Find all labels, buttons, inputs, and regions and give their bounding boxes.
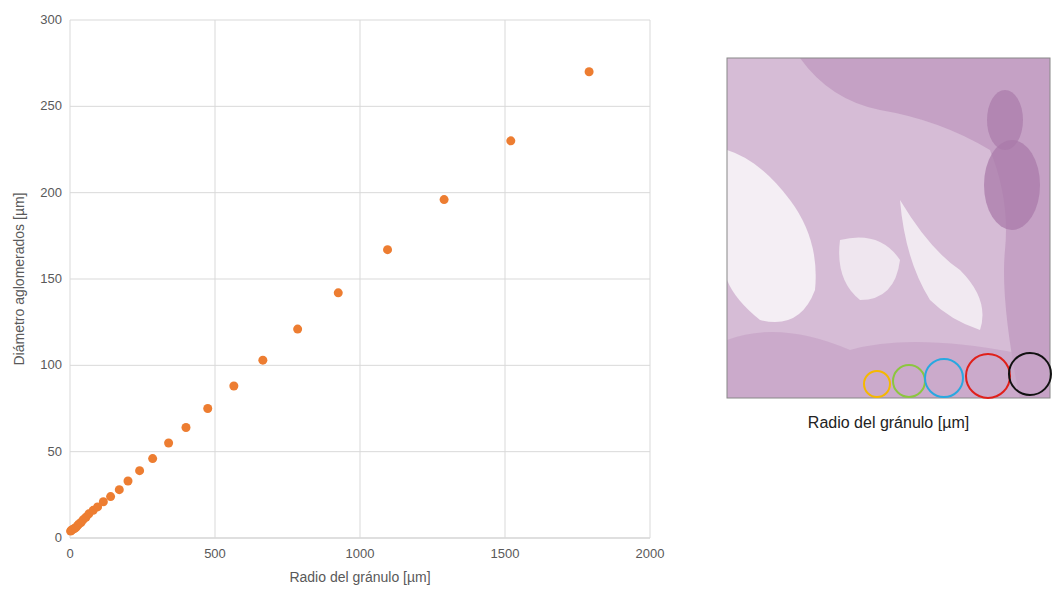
point — [506, 136, 515, 145]
y-tick-label: 200 — [40, 185, 62, 200]
x-tick-label: 500 — [204, 546, 226, 561]
x-tick-label: 1000 — [346, 546, 375, 561]
x-grid-line — [70, 20, 71, 538]
image-frame — [727, 58, 1050, 398]
y-tick-label: 250 — [40, 98, 62, 113]
size-circle — [1009, 353, 1051, 395]
x-grid-line — [505, 20, 506, 538]
void-area — [727, 150, 816, 322]
point — [203, 404, 212, 413]
size-circle — [966, 354, 1010, 398]
image-caption: Radio del gránulo [µm] — [808, 414, 969, 431]
y-tick-label: 50 — [48, 444, 62, 459]
point — [124, 477, 133, 486]
x-axis-title: Radio del gránulo [µm] — [289, 569, 430, 585]
point — [334, 288, 343, 297]
point — [258, 356, 267, 365]
y-tick-label: 100 — [40, 357, 62, 372]
point — [383, 245, 392, 254]
point — [182, 423, 191, 432]
point — [115, 485, 124, 494]
size-circle — [925, 359, 963, 397]
point — [293, 325, 302, 334]
y-tick-label: 0 — [55, 530, 62, 545]
x-tick-label: 1500 — [491, 546, 520, 561]
void-area — [839, 238, 900, 301]
x-grid-line — [215, 20, 216, 538]
plot-marks — [66, 67, 594, 535]
y-axis-title: Diámetro aglomerados [µm] — [11, 192, 27, 365]
point — [164, 439, 173, 448]
x-tick-label: 0 — [66, 546, 73, 561]
figure: 0 50 100 150 200 250 300 0 500 1000 1500 2000 Radio … — [0, 0, 1055, 594]
y-tick-label: 150 — [40, 271, 62, 286]
x-grid-line — [650, 20, 651, 538]
x-tick-label: 2000 — [636, 546, 665, 561]
size-circle — [893, 365, 925, 397]
point — [585, 67, 594, 76]
point — [148, 454, 157, 463]
point — [135, 466, 144, 475]
x-grid-line — [360, 20, 361, 538]
y-tick-label: 300 — [40, 12, 62, 27]
granule — [984, 140, 1040, 230]
micrograph — [727, 58, 1050, 398]
point — [229, 382, 238, 391]
void-area — [900, 200, 983, 330]
granule — [987, 90, 1023, 150]
size-circle — [864, 371, 890, 397]
lower-tissue — [727, 332, 1050, 398]
point — [106, 492, 115, 501]
point — [440, 195, 449, 204]
point — [99, 497, 108, 506]
